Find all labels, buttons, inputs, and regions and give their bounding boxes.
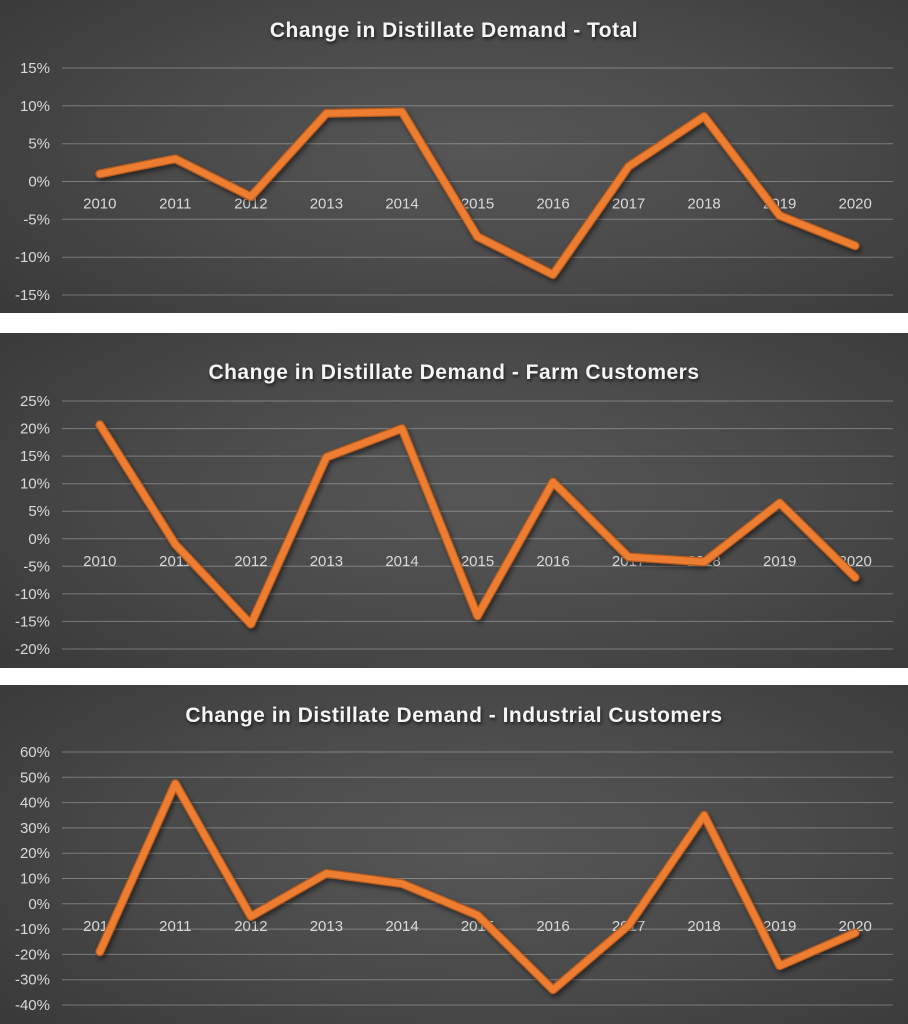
y-axis-tick-label: 5% [28,503,50,520]
y-axis-tick-label: -20% [15,641,50,658]
y-axis-tick-label: 20% [20,421,50,438]
x-axis-year-label: 2015 [461,553,494,570]
x-axis-year-label: 2013 [310,918,343,935]
x-axis-year-label: 2019 [763,553,796,570]
x-axis-year-label: 2012 [234,553,267,570]
y-axis-tick-label: 50% [20,769,50,786]
y-axis-tick-label: 10% [20,871,50,888]
series-line-edge [95,107,860,280]
x-axis-year-label: 2020 [839,918,872,935]
y-axis-tick-label: 10% [20,98,50,115]
x-axis-year-label: 2013 [310,553,343,570]
x-axis-year-label: 2014 [385,918,418,935]
series-line [96,421,859,628]
y-axis-tick-label: 10% [20,476,50,493]
y-axis-tick-label: -30% [15,972,50,989]
y-axis-tick-label: -10% [15,921,50,938]
y-axis-tick-label: 15% [20,60,50,77]
data-series-farm-customers [95,420,860,629]
x-axis-year-label: 2012 [234,196,267,213]
line-chart-total: 15% 10% 5% 0% -5% -10% -15% 2010 2011 2012 2013 201… [15,60,893,304]
x-axis-year-label: 2016 [536,918,569,935]
y-axis-tick-label: 5% [28,136,50,153]
y-axis-tick-label: 15% [20,448,50,465]
x-axis-year-label: 2019 [763,918,796,935]
y-axis-tick-label: -15% [15,287,50,304]
y-axis-tick-label: 30% [20,820,50,837]
panel-divider [0,668,908,685]
x-axis-year-label: 2012 [234,918,267,935]
panel-divider [0,313,908,333]
chart-panel-total: Change in Distillate Demand - Total 15% 1… [0,0,908,313]
x-axis-year-label: 2010 [83,196,116,213]
y-axis-tick-label: -10% [15,586,50,603]
x-axis-year-label: 2014 [385,553,418,570]
x-axis-year-label: 2014 [385,196,418,213]
x-axis-year-label: 2016 [536,196,569,213]
y-axis-tick-label: 0% [28,174,50,191]
x-axis-year-label: 2018 [687,196,720,213]
chart-panel-farm: Change in Distillate Demand - Farm Custo… [0,333,908,668]
line-chart-farm: 25%20%15%10%5%0%-5%-10%-15%-20%2010 2011 2… [15,393,893,658]
series-line [96,108,859,278]
series-line [96,780,859,994]
y-axis-tick-label: 60% [20,744,50,761]
x-axis-year-label: 2018 [687,918,720,935]
y-axis-tick-label: -15% [15,613,50,630]
x-axis-year-label: 2010 [83,553,116,570]
x-axis-year-label: 2011 [159,196,191,213]
x-axis-year-label: 2011 [159,918,191,935]
y-axis-tick-label: 0% [28,531,50,548]
x-axis-year-label: 2020 [839,196,872,213]
y-axis-tick-label: 0% [28,896,50,913]
y-axis-tick-label: -10% [15,249,50,266]
y-axis-tick-label: -5% [23,211,50,228]
y-axis-tick-label: 20% [20,845,50,862]
chart-panel-industrial: Change in Distillate Demand - Industrial… [0,685,908,1024]
y-axis-tick-label: -5% [23,558,50,575]
y-axis-tick-label: 25% [20,393,50,410]
line-chart-industrial: 60%50%40%30%20%10%0%-10%-20%-30%-40%2010… [15,744,893,1014]
data-series-industrial-customers [95,779,860,995]
x-axis-year-label: 2015 [461,196,494,213]
x-axis-year-label: 2016 [536,553,569,570]
y-axis-tick-label: -20% [15,946,50,963]
x-axis-year-label: 2017 [612,196,645,213]
data-series-total [95,107,860,280]
x-axis-year-label: 2013 [310,196,343,213]
y-axis-tick-label: -40% [15,997,50,1014]
y-axis-tick-label: 40% [20,795,50,812]
